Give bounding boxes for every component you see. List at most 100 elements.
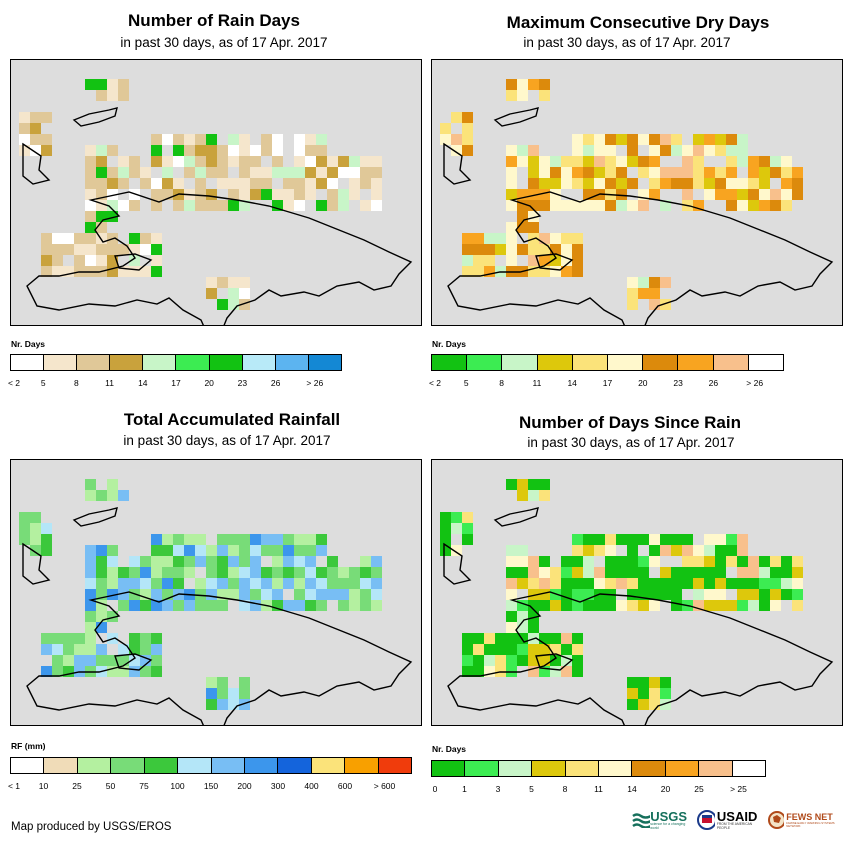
- grid-cell: [217, 277, 228, 288]
- grid-cell: [583, 134, 594, 145]
- grid-cell: [715, 567, 726, 578]
- grid-cell: [305, 600, 316, 611]
- grid-cell: [726, 578, 737, 589]
- grid-cell: [195, 200, 206, 211]
- grid-cell: [781, 167, 792, 178]
- grid-cell: [726, 178, 737, 189]
- legend-swatch: [77, 758, 112, 773]
- legend-label: 14: [138, 378, 148, 388]
- grid-cell: [85, 479, 96, 490]
- fews-tagline: FAMINE EARLY WARNING SYSTEMS NETWORK: [786, 820, 835, 828]
- grid-cell: [217, 699, 228, 710]
- grid-cell: [682, 178, 693, 189]
- grid-cell: [660, 145, 671, 156]
- legend-swatch: [44, 355, 78, 370]
- grid-cell: [781, 578, 792, 589]
- grid-cell: [107, 479, 118, 490]
- legend-swatch: [77, 355, 111, 370]
- legend-swatch: [432, 355, 468, 370]
- grid-cell: [462, 123, 473, 134]
- legend-swatch: [44, 758, 78, 773]
- grid-cell: [627, 134, 638, 145]
- grid-cell: [781, 589, 792, 600]
- grid-cell: [85, 600, 96, 611]
- grid-cell: [539, 479, 550, 490]
- grid-cell: [107, 211, 118, 222]
- grid-cell: [118, 167, 129, 178]
- legend-label: 23: [237, 378, 248, 388]
- grid-cell: [85, 167, 96, 178]
- grid-cell: [605, 145, 616, 156]
- grid-cell: [261, 567, 272, 578]
- grid-cell: [206, 145, 217, 156]
- grid-cell: [305, 167, 316, 178]
- grid-cell: [594, 134, 605, 145]
- grid-cell: [572, 600, 583, 611]
- grid-cell: [283, 200, 294, 211]
- grid-cell: [528, 655, 539, 666]
- grid-cell: [473, 266, 484, 277]
- grid-cell: [550, 167, 561, 178]
- grid-cell: [539, 567, 550, 578]
- grid-cell: [627, 200, 638, 211]
- legend-swatch: [11, 758, 45, 773]
- logo-strip: USGS science for a changing world USAID …: [632, 807, 844, 833]
- coastline: [22, 107, 413, 325]
- grid-cell: [85, 145, 96, 156]
- grid-cell: [451, 112, 462, 123]
- grid-cell: [660, 299, 671, 310]
- grid-cell: [107, 266, 118, 277]
- grid-cell: [305, 589, 316, 600]
- grid-cell: [151, 666, 162, 677]
- grid-cell: [561, 644, 572, 655]
- grid-cell: [594, 178, 605, 189]
- grid-cell: [250, 545, 261, 556]
- panel-title: Number of Rain Days: [128, 11, 300, 30]
- grid-cell: [371, 600, 382, 611]
- grid-cell: [440, 512, 451, 523]
- grid-cell: [737, 134, 748, 145]
- grid-cell: [118, 589, 129, 600]
- days-since-rain-map[interactable]: [431, 459, 843, 726]
- dry-days-map[interactable]: [431, 59, 843, 326]
- grid-cell: [140, 233, 151, 244]
- legend-label: 23: [673, 378, 683, 388]
- grid-cell: [737, 589, 748, 600]
- grid-cell: [440, 534, 451, 545]
- grid-cell: [272, 534, 283, 545]
- grid-cell: [30, 523, 41, 534]
- grid-cell: [96, 200, 107, 211]
- grid-cell: [440, 134, 451, 145]
- legend-label: 26: [708, 378, 719, 388]
- grid-cell: [228, 200, 239, 211]
- grid-cell: [495, 233, 506, 244]
- grid-cell: [283, 578, 294, 589]
- grid-cell: [19, 112, 30, 123]
- grid-cell: [272, 145, 283, 156]
- grid-cell: [539, 556, 550, 567]
- grid-cell: [129, 233, 140, 244]
- panel-subtitle: in past 30 days, as of 17 Apr. 2017: [527, 435, 735, 450]
- grid-cell: [671, 134, 682, 145]
- grid-cell: [272, 545, 283, 556]
- grid-cell: [715, 534, 726, 545]
- grid-cell: [96, 611, 107, 622]
- rainfall-map[interactable]: [10, 459, 422, 726]
- grid-cell: [726, 534, 737, 545]
- grid-cell: [305, 545, 316, 556]
- grid-cell: [294, 589, 305, 600]
- grid-cell: [451, 523, 462, 534]
- grid-cell: [572, 567, 583, 578]
- grid-cell: [759, 567, 770, 578]
- grid-cell: [316, 145, 327, 156]
- grid-cell: [759, 200, 770, 211]
- grid-cell: [173, 600, 184, 611]
- grid-cell: [239, 556, 250, 567]
- legend-label: 25: [694, 784, 704, 794]
- grid-cell: [74, 233, 85, 244]
- grid-cell: [206, 277, 217, 288]
- grid-cell: [660, 688, 671, 699]
- grid-cell: [239, 145, 250, 156]
- grid-cell: [792, 556, 803, 567]
- rain-days-map[interactable]: [10, 59, 422, 326]
